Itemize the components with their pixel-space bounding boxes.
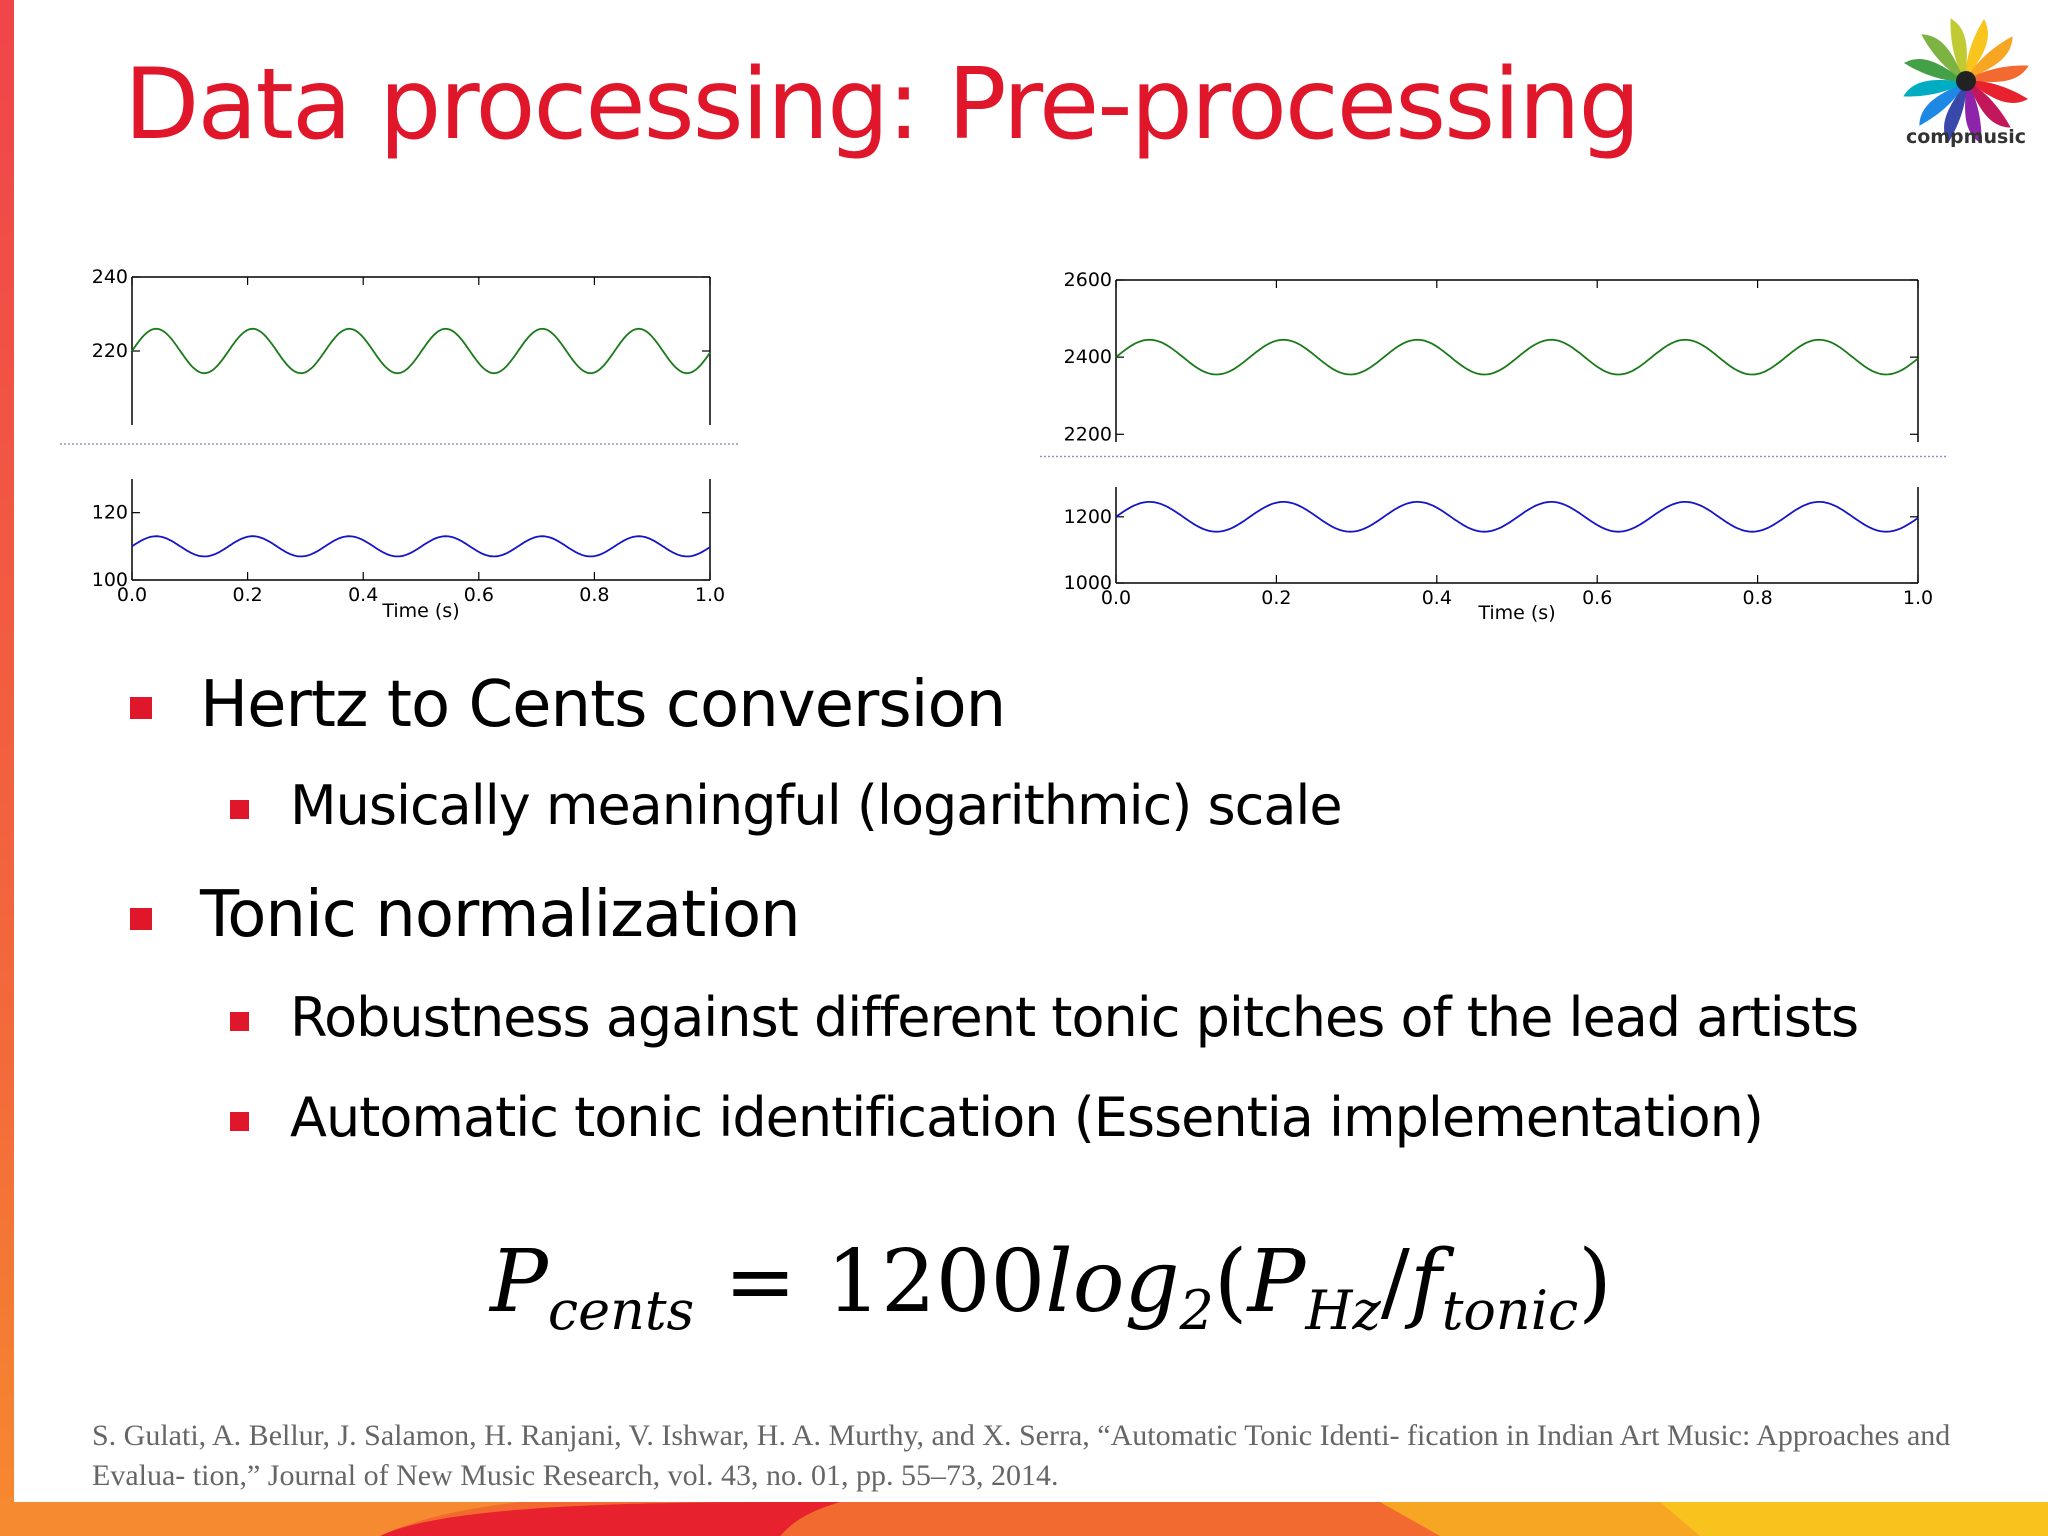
x-tick-label: 0.2 (1261, 587, 1291, 609)
x-tick-label: 0.2 (232, 584, 262, 606)
logo-petal (1966, 81, 2011, 128)
bullet-tonic-identification: Automatic tonic identification (Essentia… (290, 1086, 1764, 1149)
logo-petal (1965, 19, 1988, 81)
formula-log: log (1045, 1232, 1180, 1332)
logo-petal (1966, 36, 2013, 81)
formula-equals: = (724, 1232, 797, 1332)
x-tick-label: 0.6 (1582, 587, 1612, 609)
series-line-upper (1115, 338, 1919, 376)
formula-lhs: P (490, 1232, 548, 1332)
bullet-marker (230, 1112, 249, 1131)
y-tick-label: 1200 (1064, 506, 1112, 528)
formula-f: f (1409, 1232, 1442, 1332)
y-tick-label: 1000 (1064, 572, 1112, 594)
y-tick-label: 2200 (1064, 423, 1112, 445)
formula-coef: 1200 (826, 1232, 1046, 1332)
formula-lhs-sub: cents (547, 1279, 695, 1342)
bullet-marker (130, 697, 152, 719)
y-tick-label: 120 (92, 502, 128, 524)
bullet-log-scale: Musically meaningful (logarithmic) scale (290, 774, 1343, 837)
x-tick-label: 1.0 (695, 584, 725, 606)
pitch-plot-hz-left: 220 240 100 120 0.0 0.2 0.4 0.6 0.8 1.0 Time (s) (60, 266, 740, 622)
formula-log-base: 2 (1179, 1279, 1214, 1342)
y-tick-label: 100 (92, 569, 128, 591)
compmusic-logo-icon (1903, 18, 2029, 144)
slide-title: Data processing: Pre-processing (124, 48, 1641, 162)
bottom-accent-bar (0, 1502, 2048, 1536)
logo-petal (1921, 34, 1966, 81)
y-tick-label: 220 (92, 340, 128, 362)
bullet-tonic-normalization: Tonic normalization (200, 878, 801, 952)
series-line-upper (131, 327, 711, 375)
bullet-marker (230, 1012, 249, 1031)
x-tick-label: 0.6 (464, 584, 494, 606)
logo-petal (1950, 18, 1967, 81)
logo-text: compmusic (1905, 126, 2027, 148)
logo-petal (1966, 65, 2029, 82)
x-tick-label: 0.8 (1742, 587, 1772, 609)
formula-slash: / (1380, 1232, 1410, 1332)
logo-petal (1903, 80, 1966, 97)
x-tick-label: 0.4 (348, 584, 378, 606)
x-tick-label: 0.8 (579, 584, 609, 606)
pitch-plot-hz-right: 2200 2400 2600 1000 1200 0.0 0.2 0.4 0.6 0.8 1.0 Ti… (1040, 269, 1948, 624)
y-tick-label: 2400 (1064, 346, 1112, 368)
bullet-marker (130, 908, 152, 930)
formula-close-paren: ) (1578, 1232, 1612, 1332)
y-tick-label: 2600 (1064, 269, 1112, 291)
formula-p: P (1247, 1232, 1306, 1332)
citation-reference: S. Gulati, A. Bellur, J. Salamon, H. Ran… (92, 1419, 1951, 1492)
bullet-hertz-to-cents: Hertz to Cents conversion (200, 668, 1006, 742)
logo-petal (1919, 81, 1966, 126)
series-line-lower (131, 535, 711, 558)
x-tick-label: 1.0 (1903, 587, 1933, 609)
cents-formula: Pcents = 1200log2(PHz/ftonic) (490, 1232, 1612, 1342)
formula-p-sub: Hz (1305, 1279, 1381, 1342)
bullet-marker (230, 800, 249, 819)
bullet-robustness: Robustness against different tonic pitch… (290, 986, 1859, 1049)
logo-petal (1944, 81, 1967, 143)
logo-petal (1904, 59, 1966, 82)
x-tick-label: 0.0 (1101, 587, 1131, 609)
left-accent-bar (0, 0, 14, 1536)
x-axis-label: Time (s) (1477, 602, 1555, 624)
y-tick-label: 240 (92, 266, 128, 288)
x-tick-label: 0.0 (117, 584, 147, 606)
formula-f-sub: tonic (1441, 1279, 1579, 1342)
logo-petal (1966, 80, 2028, 103)
x-axis-label: Time (s) (381, 600, 459, 622)
series-line-lower (1115, 500, 1919, 533)
logo-petal (1965, 81, 1982, 144)
x-tick-label: 0.4 (1422, 587, 1452, 609)
formula-open-paren: ( (1213, 1232, 1248, 1332)
